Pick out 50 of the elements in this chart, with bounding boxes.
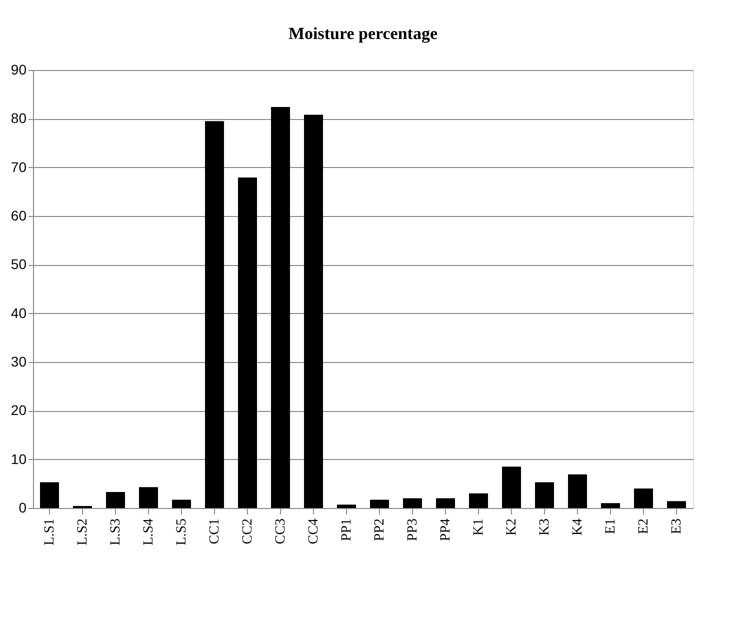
- x-tick-label: K4: [570, 518, 586, 536]
- y-tick-label: 70: [10, 158, 27, 175]
- bar: [535, 482, 554, 508]
- x-tick-label: CC2: [240, 518, 256, 544]
- x-tick-label: PP2: [372, 518, 388, 542]
- bar: [502, 466, 521, 508]
- x-tick-label: PP1: [340, 518, 354, 542]
- x-tick-label: E3: [670, 518, 684, 534]
- x-tick-label: L.S5: [174, 518, 190, 546]
- y-tick-label: 40: [10, 304, 27, 321]
- bar: [568, 474, 587, 508]
- y-tick-label: 20: [10, 402, 27, 418]
- y-tick-label: 10: [10, 450, 27, 467]
- bar: [238, 178, 257, 508]
- y-tick-label: 0: [18, 500, 27, 516]
- bar: [370, 500, 389, 508]
- bar: [139, 487, 158, 508]
- bar: [469, 493, 488, 508]
- x-tick-label: K3: [538, 518, 552, 536]
- bar: [601, 503, 620, 508]
- y-tick-label: 60: [10, 208, 27, 224]
- x-tick-label: CC1: [208, 518, 222, 544]
- x-tick-label: K2: [504, 518, 520, 536]
- bar: [667, 501, 686, 508]
- x-tick-label: CC4: [306, 518, 322, 544]
- y-tick-label: 90: [10, 62, 27, 78]
- bar: [271, 106, 290, 508]
- bar: [403, 498, 422, 508]
- bar: [634, 488, 653, 508]
- x-tick-label: E1: [604, 518, 618, 534]
- bar: [205, 121, 224, 508]
- bar: [40, 482, 59, 508]
- x-tick-label: L.S2: [76, 518, 90, 546]
- chart-title: Moisture percentage: [288, 24, 438, 43]
- x-tick-label: PP4: [438, 518, 454, 542]
- y-tick-label: 50: [10, 256, 27, 272]
- bar: [337, 504, 356, 508]
- x-tick-label: K1: [472, 518, 486, 536]
- x-tick-label: L.S1: [42, 518, 58, 546]
- x-tick-label: E2: [636, 518, 652, 534]
- x-tick-label: PP3: [406, 518, 420, 542]
- y-tick-label: 80: [10, 110, 27, 126]
- x-tick-label: L.S4: [142, 518, 156, 546]
- x-tick-label: CC3: [274, 518, 288, 544]
- bar: [436, 498, 455, 508]
- x-tick-label: L.S3: [108, 518, 124, 546]
- bar: [304, 114, 323, 508]
- bar: [106, 492, 125, 508]
- bar: [172, 500, 191, 508]
- y-tick-label: 30: [10, 354, 27, 370]
